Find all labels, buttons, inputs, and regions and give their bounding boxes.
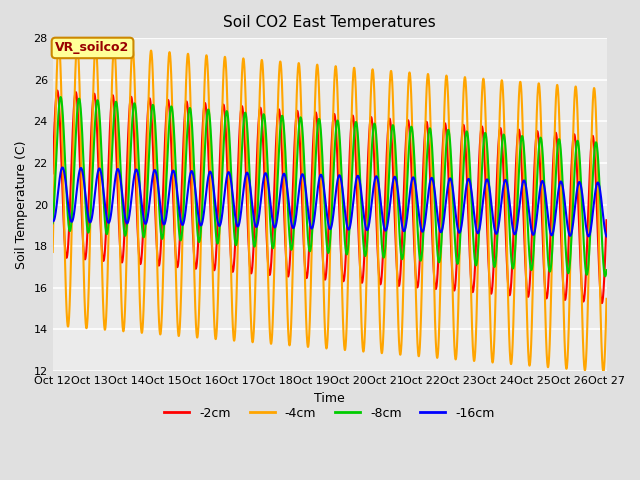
-4cm [462, 84, 470, 90]
-2cm [49, 170, 56, 176]
-4cm [381, 279, 388, 285]
-16cm [260, 172, 268, 178]
-16cm [49, 218, 56, 224]
-2cm [462, 153, 470, 158]
-2cm [409, 209, 417, 215]
-4cm [260, 108, 268, 113]
-8cm [409, 133, 417, 139]
-2cm [603, 217, 611, 223]
-16cm [150, 170, 157, 176]
-8cm [504, 195, 512, 201]
-8cm [462, 131, 470, 136]
Line: -2cm: -2cm [52, 91, 607, 303]
-8cm [602, 274, 609, 279]
-4cm [600, 369, 607, 375]
-16cm [409, 175, 417, 180]
-8cm [603, 267, 611, 273]
-4cm [603, 296, 611, 302]
-4cm [49, 249, 56, 255]
-16cm [59, 165, 67, 170]
-8cm [150, 103, 157, 108]
Legend: -2cm, -4cm, -8cm, -16cm: -2cm, -4cm, -8cm, -16cm [159, 402, 500, 425]
-2cm [260, 172, 268, 178]
-16cm [381, 227, 388, 233]
Y-axis label: Soil Temperature (C): Soil Temperature (C) [15, 140, 28, 269]
-4cm [504, 296, 512, 302]
-8cm [57, 94, 65, 100]
-2cm [504, 282, 512, 288]
-16cm [504, 187, 512, 193]
-8cm [260, 113, 268, 119]
-4cm [150, 89, 157, 95]
Title: Soil CO2 East Temperatures: Soil CO2 East Temperatures [223, 15, 436, 30]
Text: VR_soilco2: VR_soilco2 [56, 41, 130, 54]
Line: -8cm: -8cm [52, 97, 607, 276]
-4cm [55, 40, 63, 46]
X-axis label: Time: Time [314, 392, 345, 405]
Line: -16cm: -16cm [52, 168, 607, 236]
-4cm [409, 156, 417, 162]
Line: -4cm: -4cm [52, 43, 607, 372]
-2cm [54, 88, 61, 94]
-2cm [150, 156, 157, 162]
-2cm [598, 300, 605, 306]
-2cm [381, 200, 388, 205]
-16cm [462, 186, 470, 192]
-16cm [603, 233, 611, 239]
-8cm [381, 249, 388, 255]
-8cm [49, 220, 56, 226]
